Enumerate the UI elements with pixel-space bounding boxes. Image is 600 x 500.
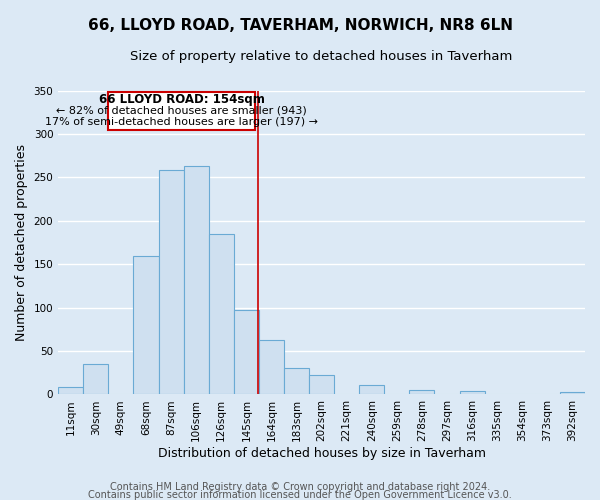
Y-axis label: Number of detached properties: Number of detached properties bbox=[15, 144, 28, 341]
Text: Contains HM Land Registry data © Crown copyright and database right 2024.: Contains HM Land Registry data © Crown c… bbox=[110, 482, 490, 492]
Bar bbox=[560, 392, 585, 394]
Text: Contains public sector information licensed under the Open Government Licence v3: Contains public sector information licen… bbox=[88, 490, 512, 500]
Bar bbox=[184, 166, 209, 394]
Bar bbox=[409, 390, 434, 394]
Bar bbox=[158, 170, 184, 394]
Bar bbox=[259, 340, 284, 394]
Text: ← 82% of detached houses are smaller (943): ← 82% of detached houses are smaller (94… bbox=[56, 106, 307, 116]
Bar bbox=[234, 310, 259, 394]
Text: 17% of semi-detached houses are larger (197) →: 17% of semi-detached houses are larger (… bbox=[45, 117, 318, 127]
Bar bbox=[58, 386, 83, 394]
Bar bbox=[209, 234, 234, 394]
Bar bbox=[284, 368, 309, 394]
Bar bbox=[133, 256, 158, 394]
Bar bbox=[109, 92, 255, 130]
Bar bbox=[359, 385, 385, 394]
X-axis label: Distribution of detached houses by size in Taverham: Distribution of detached houses by size … bbox=[158, 447, 485, 460]
Bar bbox=[309, 376, 334, 394]
Text: 66, LLOYD ROAD, TAVERHAM, NORWICH, NR8 6LN: 66, LLOYD ROAD, TAVERHAM, NORWICH, NR8 6… bbox=[88, 18, 512, 32]
Bar bbox=[83, 364, 109, 394]
Text: 66 LLOYD ROAD: 154sqm: 66 LLOYD ROAD: 154sqm bbox=[99, 92, 265, 106]
Title: Size of property relative to detached houses in Taverham: Size of property relative to detached ho… bbox=[130, 50, 513, 63]
Bar bbox=[460, 391, 485, 394]
